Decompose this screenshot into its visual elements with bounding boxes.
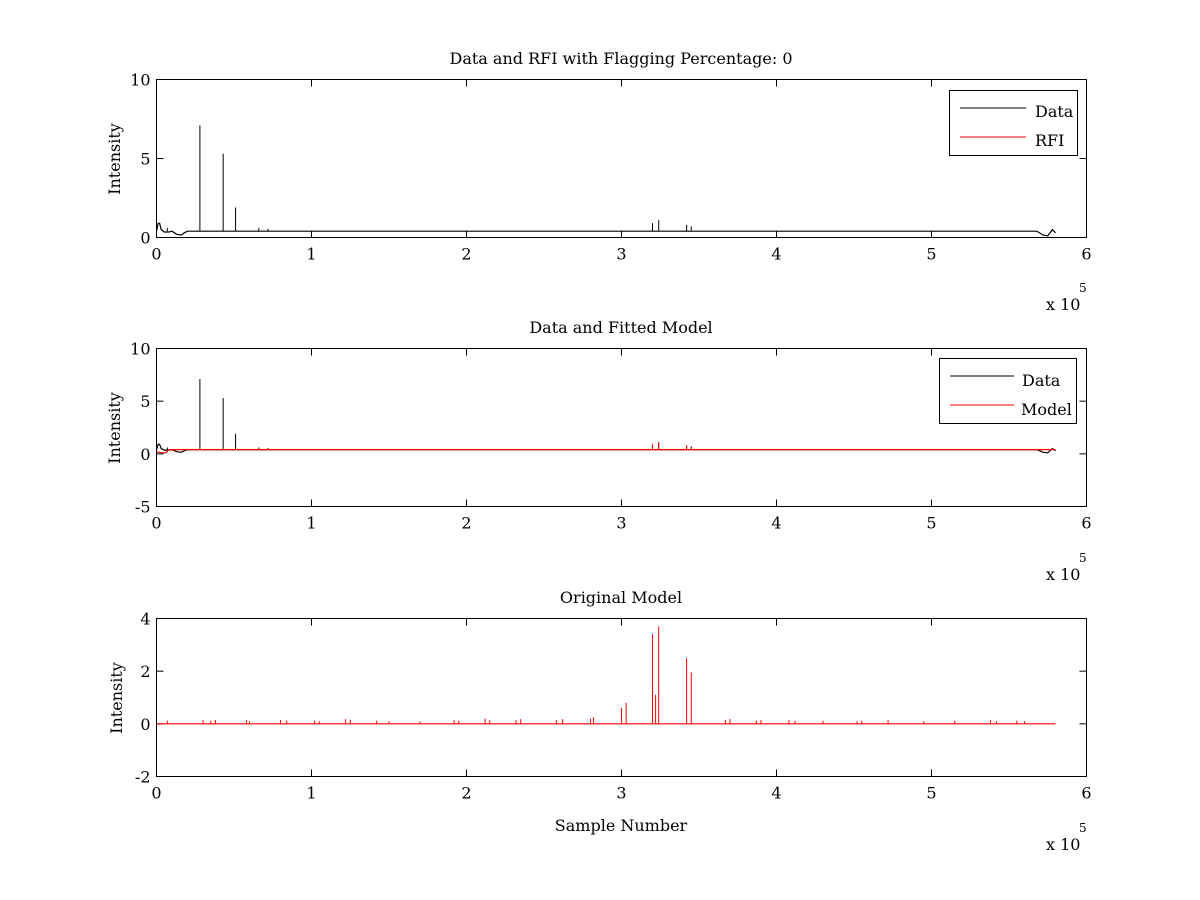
subplot-1-legend: Data RFI [949, 90, 1078, 156]
y-tick-label: 5 [140, 392, 150, 411]
x-tick-label: 1 [306, 784, 316, 803]
legend-label-data: Data [1022, 371, 1061, 390]
y-tick-label: 5 [140, 150, 150, 169]
subplot-1-exponent-base: x 10 [1046, 295, 1080, 314]
subplot-2-title: Data and Fitted Model [529, 318, 712, 337]
x-tick-label: 4 [771, 245, 781, 264]
subplot-3-title: Original Model [560, 588, 682, 607]
subplot-2-legend: Data Model [939, 358, 1077, 424]
y-tick-label: -2 [135, 768, 151, 787]
x-tick-label: 2 [461, 245, 471, 264]
y-tick-label: 10 [130, 71, 150, 90]
y-tick-label: 0 [140, 229, 150, 248]
x-tick-label: 5 [926, 784, 936, 803]
subplot-1-axes-box [156, 79, 1087, 238]
subplot-3-xlabel: Sample Number [555, 816, 688, 835]
x-tick-label: 4 [771, 514, 781, 533]
x-tick-label: 6 [1081, 784, 1091, 803]
subplot-1-ylabel: Intensity [105, 123, 124, 195]
y-tick-label: -5 [135, 498, 151, 517]
x-tick-label: 5 [926, 514, 936, 533]
x-tick-label: 2 [461, 784, 471, 803]
x-tick-label: 6 [1081, 245, 1091, 264]
subplot-3-axes-box [156, 618, 1087, 777]
x-tick-label: 0 [151, 514, 161, 533]
data-end-curve [1036, 228, 1056, 237]
legend-label-data: Data [1035, 102, 1074, 121]
subplot-2-axes-box [156, 348, 1087, 507]
x-tick-label: 3 [616, 245, 626, 264]
legend-label-model: Model [1021, 400, 1072, 419]
y-tick-label: 10 [130, 340, 150, 359]
data-start-curve [155, 222, 188, 236]
subplot-1-title: Data and RFI with Flagging Percentage: 0 [449, 49, 792, 68]
subplot-3-ylabel: Intensity [107, 662, 126, 734]
subplot-1: Data and RFI with Flagging Percentage: 0… [105, 49, 1092, 314]
legend-box [939, 358, 1077, 424]
x-tick-label: 0 [151, 784, 161, 803]
subplot-3: Original Model Intensity Sample Number x… [107, 588, 1092, 854]
subplot-3-plot [156, 626, 1056, 725]
subplot-1-plot [155, 125, 1056, 237]
subplot-3-exponent-power: 5 [1079, 821, 1087, 835]
subplot-2-exponent: x 10 5 [1046, 551, 1087, 584]
y-tick-label: 2 [140, 662, 150, 681]
subplot-3-exponent: x 10 5 [1046, 821, 1087, 854]
model-start-curve [156, 449, 170, 454]
y-tick-label: 0 [140, 445, 150, 464]
subplot-2-exponent-base: x 10 [1046, 565, 1080, 584]
subplot-3-exponent-base: x 10 [1046, 835, 1080, 854]
x-tick-label: 3 [616, 514, 626, 533]
subplot-2-ylabel: Intensity [105, 392, 124, 464]
x-tick-label: 0 [151, 245, 161, 264]
x-tick-label: 2 [461, 514, 471, 533]
x-tick-label: 1 [306, 245, 316, 264]
x-tick-label: 3 [616, 784, 626, 803]
y-tick-label: 0 [140, 715, 150, 734]
subplot-2-exponent-power: 5 [1079, 551, 1087, 565]
x-tick-label: 4 [771, 784, 781, 803]
subplot-2-plot [155, 379, 1056, 454]
x-tick-label: 5 [926, 245, 936, 264]
legend-label-rfi: RFI [1035, 131, 1064, 150]
subplot-1-exponent: x 10 5 [1046, 281, 1087, 314]
subplot-2: Data and Fitted Model Intensity x 10 5 0… [105, 318, 1092, 584]
subplot-1-exponent-power: 5 [1079, 281, 1087, 295]
x-tick-label: 6 [1081, 514, 1091, 533]
legend-box [949, 90, 1078, 156]
y-tick-label: 4 [140, 610, 150, 629]
x-tick-label: 1 [306, 514, 316, 533]
